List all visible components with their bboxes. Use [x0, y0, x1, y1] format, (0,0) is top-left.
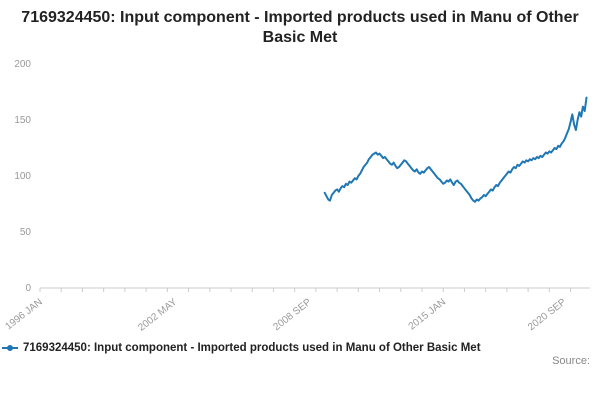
svg-text:2008 SEP: 2008 SEP — [271, 297, 314, 334]
svg-text:1996 JAN: 1996 JAN — [3, 297, 44, 333]
svg-text:0: 0 — [25, 283, 31, 294]
svg-text:150: 150 — [14, 115, 31, 126]
svg-text:50: 50 — [20, 227, 32, 238]
legend-label: 7169324450: Input component - Imported p… — [23, 342, 481, 354]
svg-text:200: 200 — [14, 59, 31, 70]
legend-line-marker — [2, 345, 18, 351]
svg-text:2015 JAN: 2015 JAN — [407, 297, 448, 333]
svg-text:2020 SEP: 2020 SEP — [526, 297, 569, 334]
chart-title: 7169324450: Input component - Imported p… — [21, 9, 579, 46]
svg-text:2002 MAY: 2002 MAY — [136, 296, 179, 333]
legend-item[interactable]: 7169324450: Input component - Imported p… — [2, 342, 600, 354]
source-label: Source: — [552, 355, 590, 367]
plot-area: 0 50 100 150 200 1996 JAN 2002 MAY 2008 SEP 2015… — [3, 59, 590, 334]
svg-text:100: 100 — [14, 171, 31, 182]
